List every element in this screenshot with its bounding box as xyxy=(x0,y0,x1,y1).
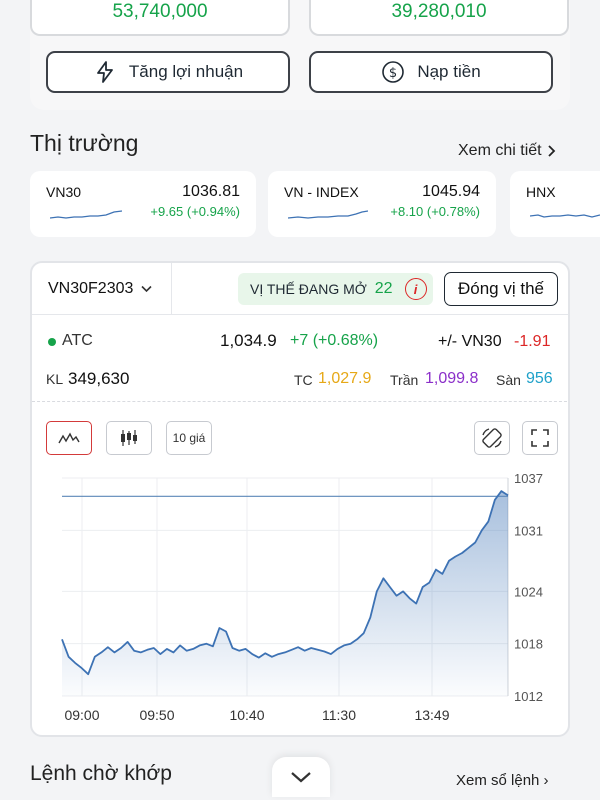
x-tick-label: 11:30 xyxy=(322,707,356,723)
volume-value: 349,630 xyxy=(68,369,130,388)
ceiling-value: 1,099.8 xyxy=(425,370,479,387)
floor-label: Sàn xyxy=(496,372,521,388)
x-tick-label: 09:00 xyxy=(64,707,99,723)
candlestick-icon xyxy=(121,430,137,446)
basis-value: -1.91 xyxy=(514,333,551,350)
index-card-vn30[interactable]: VN30 1036.81 +9.65 (+0.94%) xyxy=(30,171,256,237)
index-card-vnindex[interactable]: VN - INDEX 1045.94 +8.10 (+0.78%) xyxy=(268,171,496,237)
ceiling-label: Trần xyxy=(390,372,419,388)
y-tick-label: 1024 xyxy=(514,584,543,599)
deposit-label: Nạp tiền xyxy=(417,62,481,81)
pending-orders-title: Lệnh chờ khớp xyxy=(30,762,172,785)
price-change: +7 (+0.68%) xyxy=(290,332,379,349)
futures-panel: VN30F2303 VỊ THẾ ĐANG MỞ 22 i Đóng vị th… xyxy=(30,261,570,737)
open-position-label: VỊ THẾ ĐANG MỞ xyxy=(250,281,367,297)
panel-header: VN30F2303 VỊ THẾ ĐANG MỞ 22 i Đóng vị th… xyxy=(32,263,568,315)
reference-label: TC xyxy=(294,372,313,388)
deposit-button[interactable]: $ Nạp tiền xyxy=(309,51,553,93)
index-value: 1045.94 xyxy=(422,183,480,200)
rotate-screen-icon xyxy=(482,428,502,448)
market-title: Thị trường xyxy=(30,130,139,156)
open-position-badge[interactable]: VỊ THẾ ĐANG MỞ 22 i xyxy=(238,273,433,305)
account-summary-card: 53,740,000 39,280,010 Tăng lợi nhuận $ N… xyxy=(30,0,570,110)
ten-price-toggle[interactable]: 10 giá xyxy=(166,421,212,455)
contract-selector[interactable]: VN30F2303 xyxy=(32,263,172,315)
index-name: VN - INDEX xyxy=(284,184,359,200)
session-label: ATC xyxy=(62,332,93,349)
account-value-right: 39,280,010 xyxy=(309,0,569,36)
close-position-button[interactable]: Đóng vị thế xyxy=(444,272,558,306)
x-tick-label: 10:40 xyxy=(229,707,264,723)
market-detail-label: Xem chi tiết xyxy=(458,142,542,159)
x-tick-label: 09:50 xyxy=(139,707,174,723)
index-sparkline xyxy=(530,214,600,218)
boost-profit-label: Tăng lợi nhuận xyxy=(128,62,244,81)
price-row: ATC 1,034.9 +7 (+0.68%) +/- VN30 -1.91 xyxy=(32,331,568,355)
fullscreen-icon xyxy=(531,429,549,447)
basis-label: +/- VN30 xyxy=(438,333,502,350)
floor-value: 956 xyxy=(526,370,553,387)
volume-label: KL xyxy=(46,371,64,387)
index-change: +8.10 (+0.78%) xyxy=(390,204,480,219)
reference-value: 1,027.9 xyxy=(318,370,372,387)
fullscreen-button[interactable] xyxy=(522,421,558,455)
index-change: +9.65 (+0.94%) xyxy=(150,204,240,219)
index-name: VN30 xyxy=(46,184,82,200)
x-tick-label: 13:49 xyxy=(414,707,449,723)
contract-code: VN30F2303 xyxy=(48,280,134,297)
chevron-down-icon xyxy=(141,285,152,293)
account-value-left: 53,740,000 xyxy=(30,0,290,36)
session-status-dot xyxy=(48,338,56,346)
svg-text:$: $ xyxy=(389,66,397,81)
index-sparkline xyxy=(288,210,368,219)
stats-row: KL 349,630 TC 1,027.9 Trần 1,099.8 Sàn 9… xyxy=(32,369,568,393)
market-detail-link[interactable]: Xem chi tiết xyxy=(458,142,556,160)
y-tick-label: 1018 xyxy=(514,637,543,652)
candlestick-toggle[interactable] xyxy=(106,421,152,455)
lightning-icon xyxy=(97,61,113,83)
index-name: HNX xyxy=(526,184,556,200)
index-card-hnx[interactable]: HNX xyxy=(510,171,600,237)
y-tick-label: 1012 xyxy=(514,689,543,704)
intraday-price-chart[interactable]: 1037 1031 1024 1018 1012 09:00 09:50 10:40 11:3… xyxy=(32,468,568,736)
line-chart-icon xyxy=(58,432,80,444)
line-chart-toggle[interactable] xyxy=(46,421,92,455)
index-sparkline xyxy=(50,210,122,219)
chevron-down-icon xyxy=(291,772,311,783)
divider xyxy=(32,401,568,402)
price-area xyxy=(62,491,508,696)
last-price: 1,034.9 xyxy=(220,331,277,350)
price-line xyxy=(61,490,509,676)
index-value: 1036.81 xyxy=(182,183,240,200)
chevron-right-icon xyxy=(547,145,555,157)
order-book-link[interactable]: Xem sổ lệnh › xyxy=(456,772,549,789)
info-icon[interactable]: i xyxy=(404,278,427,300)
y-tick-label: 1037 xyxy=(514,471,543,486)
open-position-count: 22 xyxy=(374,280,393,297)
dollar-coin-icon: $ xyxy=(382,61,405,83)
collapse-button[interactable] xyxy=(272,757,330,797)
y-tick-label: 1031 xyxy=(514,523,543,538)
rotate-screen-button[interactable] xyxy=(474,421,510,455)
boost-profit-button[interactable]: Tăng lợi nhuận xyxy=(46,51,290,93)
